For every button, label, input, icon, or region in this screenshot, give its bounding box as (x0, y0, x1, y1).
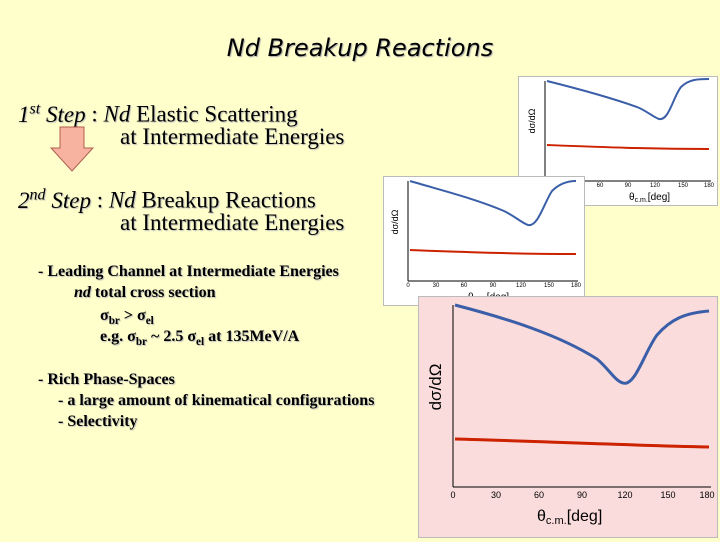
plot-large-xlabel-sub: c.m. (546, 515, 567, 527)
plot-small-svg: dσ/dΩ 0 30 60 90 120 150 180 θc.m.[deg] (527, 78, 715, 204)
plot-medium-tick-150: 150 (544, 283, 555, 289)
plot-small-tick-150: 150 (678, 183, 689, 189)
step2-step-word: Step (45, 187, 91, 213)
step2-nd: Nd (108, 187, 136, 213)
plot-large-tick-0: 0 (450, 490, 455, 500)
plot-large-xlabel-theta: θ (537, 508, 546, 525)
plot-panel-medium: dσ/dΩ 0 30 60 90 120 150 180 θc.m.[deg] (383, 176, 585, 306)
plot-large-svg: dσ/dΩ 0 30 60 90 120 150 180 θc.m.[deg] (426, 303, 715, 527)
bullet1-heading: - Leading Channel at Intermediate Energi… (38, 263, 339, 280)
step1-sep: : (85, 101, 104, 127)
step1-line2: at Intermediate Energies (120, 124, 345, 149)
sigma-el-symbol: σ (137, 307, 146, 324)
plot-small-tick-90: 90 (625, 183, 632, 189)
plot-panel-large: dσ/dΩ 0 30 60 90 120 150 180 θc.m.[deg] (418, 296, 718, 538)
plot-medium-tick-180: 180 (571, 283, 582, 289)
step2-ordinal: 2 (18, 187, 30, 213)
bullet1-nd: nd (74, 284, 91, 301)
plot-large-tick-60: 60 (534, 490, 544, 500)
step2-rest: Breakup Reactions (135, 187, 316, 213)
bullet1-line4: e.g. σbr ~ 2.5 σel at 135MeV/A (100, 327, 299, 352)
plot-large-tick-90: 90 (577, 490, 587, 500)
plot-small-blue-curve (546, 78, 710, 120)
plot-medium-red-curve (409, 249, 577, 255)
plot-large-xlabel-unit: [deg] (567, 508, 603, 525)
plot-small-ylabel: dσ/dΩ (527, 108, 537, 133)
plot-small-xlabel: θc.m.[deg] (629, 192, 670, 204)
step1-step-word: Step (40, 101, 86, 127)
down-arrow-icon (50, 126, 94, 172)
step1-nd: Nd (103, 101, 131, 127)
step1-ordinal: 1 (18, 101, 30, 127)
step2-line1: 2nd Step : Nd Breakup Reactions (18, 182, 316, 214)
plot-medium-tick-60: 60 (461, 283, 468, 289)
bullet1-line2-rest: total cross section (90, 284, 216, 301)
eg-sigma-el: σ (187, 328, 197, 345)
step2-sep: : (90, 187, 109, 213)
plot-large-tick-30: 30 (491, 490, 501, 500)
plot-small-red-curve (546, 144, 710, 150)
plot-large-tick-180: 180 (699, 490, 714, 500)
eg-suffix: at 135MeV/A (204, 328, 300, 345)
plot-medium-tick-0: 0 (406, 283, 410, 289)
sigma-el-sub: el (145, 315, 154, 328)
plot-large-red-curve (454, 437, 710, 449)
bullet1-line3: σbr > σel (100, 306, 154, 331)
plot-medium-blue-curve (409, 180, 577, 226)
step1-rest: Elastic Scattering (130, 101, 298, 127)
plot-medium-tick-90: 90 (490, 283, 497, 289)
plot-large-blue-curve (454, 303, 710, 385)
plot-small-tick-120: 120 (650, 183, 661, 189)
plot-large-xlabel: θc.m.[deg] (537, 508, 602, 527)
gt-symbol: > (119, 307, 138, 324)
plot-medium-ylabel: dσ/dΩ (390, 209, 400, 234)
step1-ordinal-suffix: st (29, 100, 41, 117)
plot-large-tick-150: 150 (660, 490, 675, 500)
eg-prefix: e.g. (100, 328, 128, 345)
bullet2-line2: - a large amount of kinematical configur… (58, 392, 375, 409)
plot-small-xlabel-sub: c.m. (635, 197, 648, 204)
down-arrow-shape (50, 126, 94, 172)
eg-approx: ~ 2.5 (147, 328, 188, 345)
eg-el-sub: el (196, 336, 205, 349)
plot-medium-svg: dσ/dΩ 0 30 60 90 120 150 180 θc.m.[deg] (390, 180, 582, 304)
plot-medium-tick-120: 120 (516, 283, 527, 289)
step2-line2: at Intermediate Energies (120, 210, 345, 235)
eg-br-sub: br (135, 336, 147, 349)
plot-small-tick-60: 60 (597, 183, 604, 189)
plot-small-tick-180: 180 (704, 183, 715, 189)
bullet1-line2: nd total cross section (74, 283, 215, 303)
step2-ordinal-suffix: nd (29, 186, 46, 203)
page-title: Nd Breakup Reactions (226, 34, 494, 62)
plot-large-ylabel: dσ/dΩ (426, 364, 445, 411)
step1-line1: 1st Step : Nd Elastic Scattering (18, 96, 298, 128)
bullet2-heading: - Rich Phase-Spaces (38, 371, 175, 388)
eg-sigma-br: σ (127, 328, 136, 345)
plot-medium-tick-30: 30 (433, 283, 440, 289)
sigma-br-sub: br (108, 315, 120, 328)
plot-small-xlabel-theta: θ (629, 192, 635, 203)
bullet2-line3: - Selectivity (58, 413, 138, 430)
plot-large-tick-120: 120 (617, 490, 632, 500)
plot-small-xlabel-unit: [deg] (648, 192, 670, 203)
sigma-br-symbol: σ (100, 307, 109, 324)
